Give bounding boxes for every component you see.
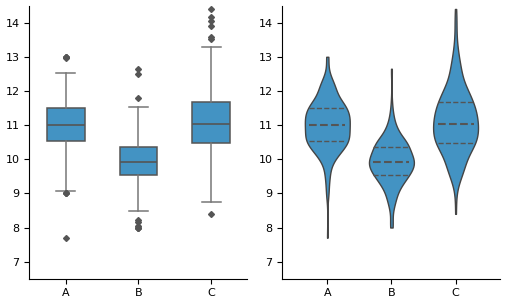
PathPatch shape xyxy=(192,102,230,143)
PathPatch shape xyxy=(47,108,84,141)
PathPatch shape xyxy=(119,147,157,175)
